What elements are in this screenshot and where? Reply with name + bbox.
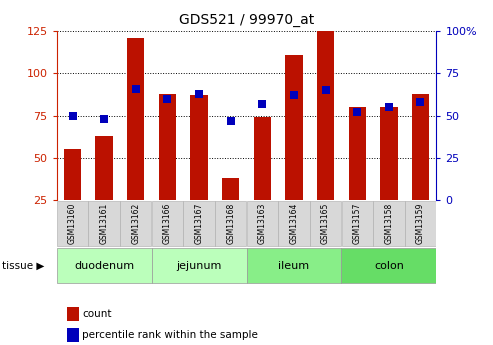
Bar xyxy=(373,200,405,246)
Text: GSM13158: GSM13158 xyxy=(385,203,393,244)
Text: tissue ▶: tissue ▶ xyxy=(2,261,45,270)
Bar xyxy=(317,29,334,242)
Text: percentile rank within the sample: percentile rank within the sample xyxy=(82,330,258,339)
Point xyxy=(69,113,76,118)
Bar xyxy=(127,38,144,242)
Bar xyxy=(342,200,373,246)
Bar xyxy=(222,178,240,242)
Bar xyxy=(57,200,88,246)
Text: GSM13166: GSM13166 xyxy=(163,203,172,244)
Text: GSM13168: GSM13168 xyxy=(226,203,235,244)
Text: GSM13160: GSM13160 xyxy=(68,203,77,244)
Text: duodenum: duodenum xyxy=(74,261,134,270)
Text: GSM13163: GSM13163 xyxy=(258,203,267,244)
Point xyxy=(100,116,108,122)
Bar xyxy=(120,200,151,246)
Point xyxy=(353,109,361,115)
Text: colon: colon xyxy=(374,261,404,270)
Bar xyxy=(246,200,278,246)
Bar xyxy=(380,107,397,242)
Text: GSM13164: GSM13164 xyxy=(289,203,298,244)
Bar xyxy=(341,248,436,284)
Point xyxy=(195,91,203,96)
Bar xyxy=(285,55,303,242)
Text: GSM13157: GSM13157 xyxy=(352,203,362,244)
Text: GSM13162: GSM13162 xyxy=(131,203,141,244)
Bar xyxy=(183,200,215,246)
Bar xyxy=(215,200,246,246)
Bar xyxy=(159,93,176,242)
Bar xyxy=(57,248,152,284)
Point xyxy=(385,104,393,110)
Text: jejunum: jejunum xyxy=(176,261,222,270)
Point xyxy=(164,96,172,101)
Point xyxy=(417,99,424,105)
Bar xyxy=(152,248,246,284)
Point xyxy=(227,118,235,124)
Text: GSM13161: GSM13161 xyxy=(100,203,108,244)
Point xyxy=(321,87,329,93)
Text: GSM13167: GSM13167 xyxy=(195,203,204,244)
Bar xyxy=(278,200,310,246)
Bar xyxy=(253,117,271,242)
Point xyxy=(290,92,298,98)
Title: GDS521 / 99970_at: GDS521 / 99970_at xyxy=(179,13,314,27)
Bar xyxy=(412,93,429,242)
Bar xyxy=(310,200,341,246)
Bar xyxy=(96,136,113,242)
Text: GSM13165: GSM13165 xyxy=(321,203,330,244)
Text: count: count xyxy=(82,309,112,319)
Bar xyxy=(405,200,436,246)
Bar xyxy=(88,200,120,246)
Bar xyxy=(246,248,341,284)
Text: ileum: ileum xyxy=(279,261,310,270)
Point xyxy=(132,86,140,91)
Point xyxy=(258,101,266,107)
Bar xyxy=(349,107,366,242)
Bar xyxy=(152,200,183,246)
Bar xyxy=(64,149,81,242)
Bar xyxy=(190,95,208,242)
Text: GSM13159: GSM13159 xyxy=(416,203,425,244)
